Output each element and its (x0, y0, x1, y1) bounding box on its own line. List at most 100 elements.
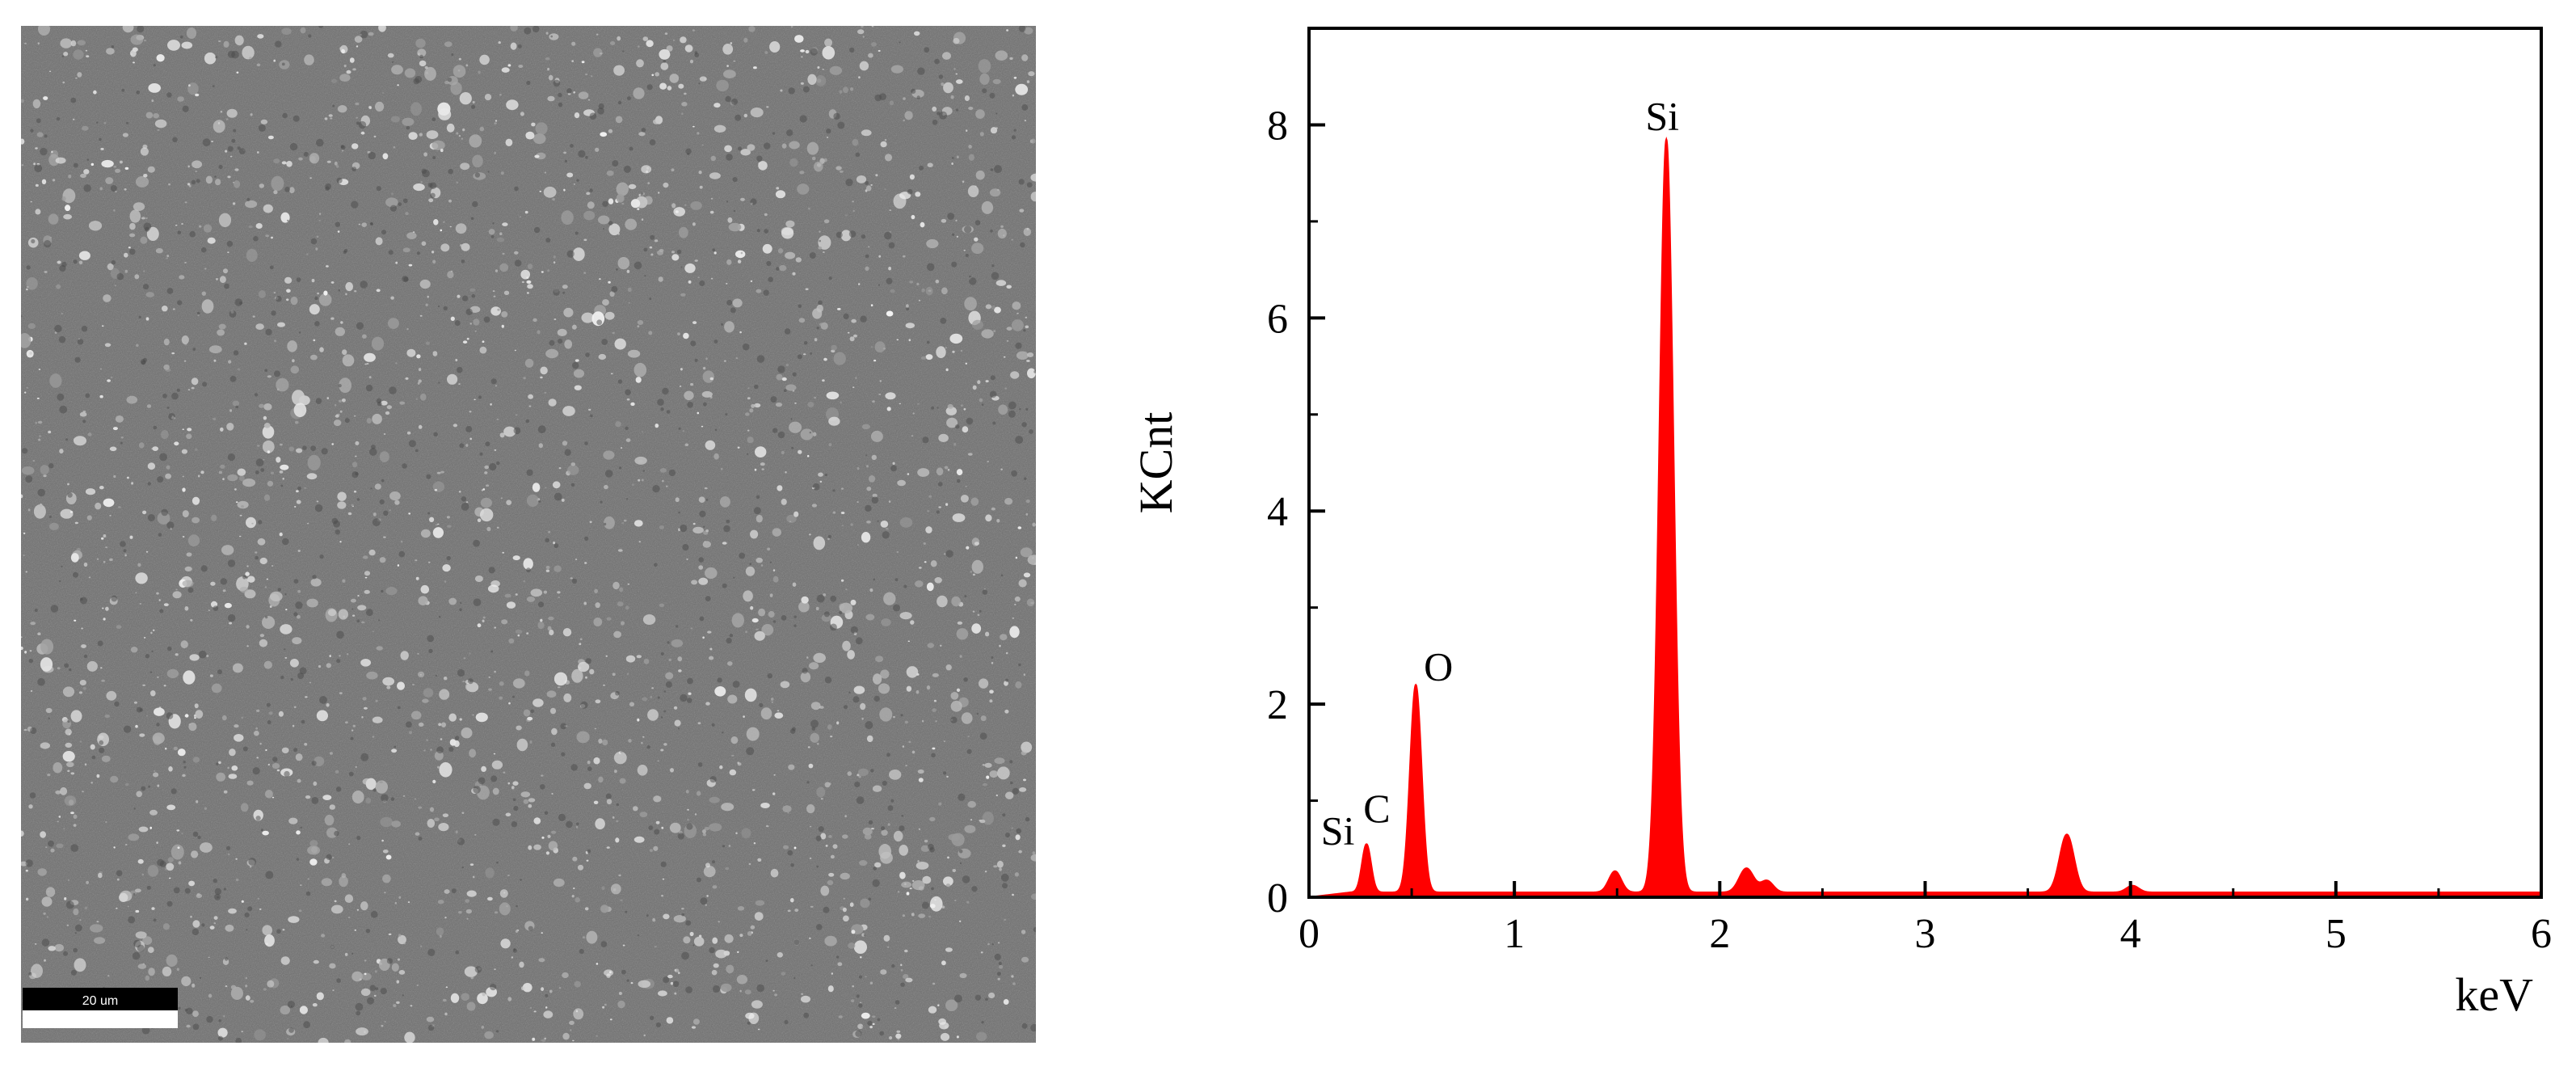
sem-particle (232, 400, 240, 407)
sem-particle (618, 186, 621, 188)
sem-particle (847, 771, 852, 776)
sem-particle (712, 885, 718, 889)
sem-particle (1018, 850, 1022, 854)
sem-shadow (351, 608, 354, 610)
sem-shadow (1011, 135, 1017, 140)
sem-particle (273, 158, 280, 164)
sem-shadow (358, 120, 367, 129)
sem-particle (783, 845, 789, 850)
sem-shadow (890, 465, 897, 472)
sem-particle (553, 255, 556, 259)
sem-shadow (356, 322, 364, 330)
sem-particle (573, 369, 585, 378)
sem-shadow (750, 198, 757, 205)
sem-particle (974, 542, 979, 546)
sem-particle (685, 790, 689, 794)
sem-shadow (61, 55, 64, 57)
sem-particle (938, 433, 949, 442)
sem-shadow (861, 234, 866, 239)
sem-shadow (936, 510, 940, 514)
sem-particle (615, 421, 621, 428)
sem-particle (482, 340, 485, 344)
sem-particle (841, 525, 844, 527)
sem-particle (903, 974, 909, 980)
sem-particle (34, 943, 37, 945)
sem-shadow (111, 259, 116, 265)
sem-shadow (223, 888, 226, 891)
sem-particle (820, 885, 830, 896)
sem-shadow (911, 88, 916, 94)
sem-particle (563, 188, 566, 192)
sem-particle (612, 888, 617, 892)
sem-particle (737, 906, 745, 911)
sem-particle (364, 959, 367, 962)
sem-shadow (116, 272, 124, 280)
sem-shadow (951, 157, 954, 159)
sem-particle (38, 438, 41, 441)
sem-particle (397, 958, 401, 961)
sem-shadow (849, 47, 855, 53)
sem-particle (284, 657, 288, 659)
sem-particle (581, 312, 595, 323)
sem-particle (638, 479, 641, 482)
sem-shadow (34, 609, 38, 612)
sem-particle (1019, 209, 1025, 213)
sem-particle (59, 449, 64, 454)
sem-particle (287, 340, 297, 352)
sem-particle (692, 222, 696, 226)
sem-particle (469, 437, 472, 441)
sem-particle (1023, 227, 1032, 236)
sem-particle (545, 565, 550, 570)
sem-shadow (336, 659, 341, 664)
sem-particle (896, 339, 899, 341)
sem-particle (257, 538, 266, 546)
sem-shadow (44, 240, 52, 248)
sem-particle (840, 230, 852, 242)
sem-shadow (461, 503, 469, 511)
sem-particle (828, 872, 835, 877)
sem-particle (578, 91, 589, 99)
sem-particle (450, 316, 455, 321)
sem-shadow (677, 727, 680, 730)
sem-particle (585, 73, 588, 76)
sem-particle (137, 563, 141, 567)
sem-particle (60, 508, 74, 519)
sem-particle (1026, 227, 1029, 230)
sem-particle (24, 651, 27, 654)
sem-particle (633, 806, 638, 812)
sem-particle (596, 1035, 598, 1037)
sem-particle (152, 732, 165, 744)
sem-particle (508, 702, 511, 705)
sem-particle (641, 431, 644, 433)
sem-particle (352, 68, 356, 71)
sem-shadow (994, 165, 1002, 174)
sem-particle (259, 557, 267, 565)
sem-particle (326, 703, 330, 707)
scale-bar-white (23, 1010, 178, 1028)
sem-shadow (526, 80, 531, 86)
sem-shadow (855, 152, 861, 158)
sem-particle (896, 1030, 901, 1033)
sem-particle (208, 956, 210, 959)
sem-particle (465, 909, 473, 914)
sem-particle (344, 952, 348, 956)
sem-particle (469, 652, 471, 655)
sem-particle (148, 83, 161, 93)
sem-particle (461, 137, 464, 140)
sem-particle (182, 487, 186, 492)
sem-shadow (1025, 816, 1030, 822)
sem-particle (719, 765, 723, 770)
sem-particle (434, 751, 444, 761)
sem-particle (680, 368, 683, 371)
sem-particle (99, 486, 104, 490)
sem-particle (264, 790, 273, 799)
sem-particle (246, 625, 250, 629)
sem-particle (335, 327, 345, 336)
sem-particle (539, 191, 542, 192)
sem-particle (813, 652, 826, 664)
sem-particle (44, 959, 46, 962)
sem-shadow (275, 40, 282, 48)
sem-shadow (457, 366, 463, 373)
sem-particle (364, 352, 376, 362)
sem-particle (181, 449, 187, 454)
